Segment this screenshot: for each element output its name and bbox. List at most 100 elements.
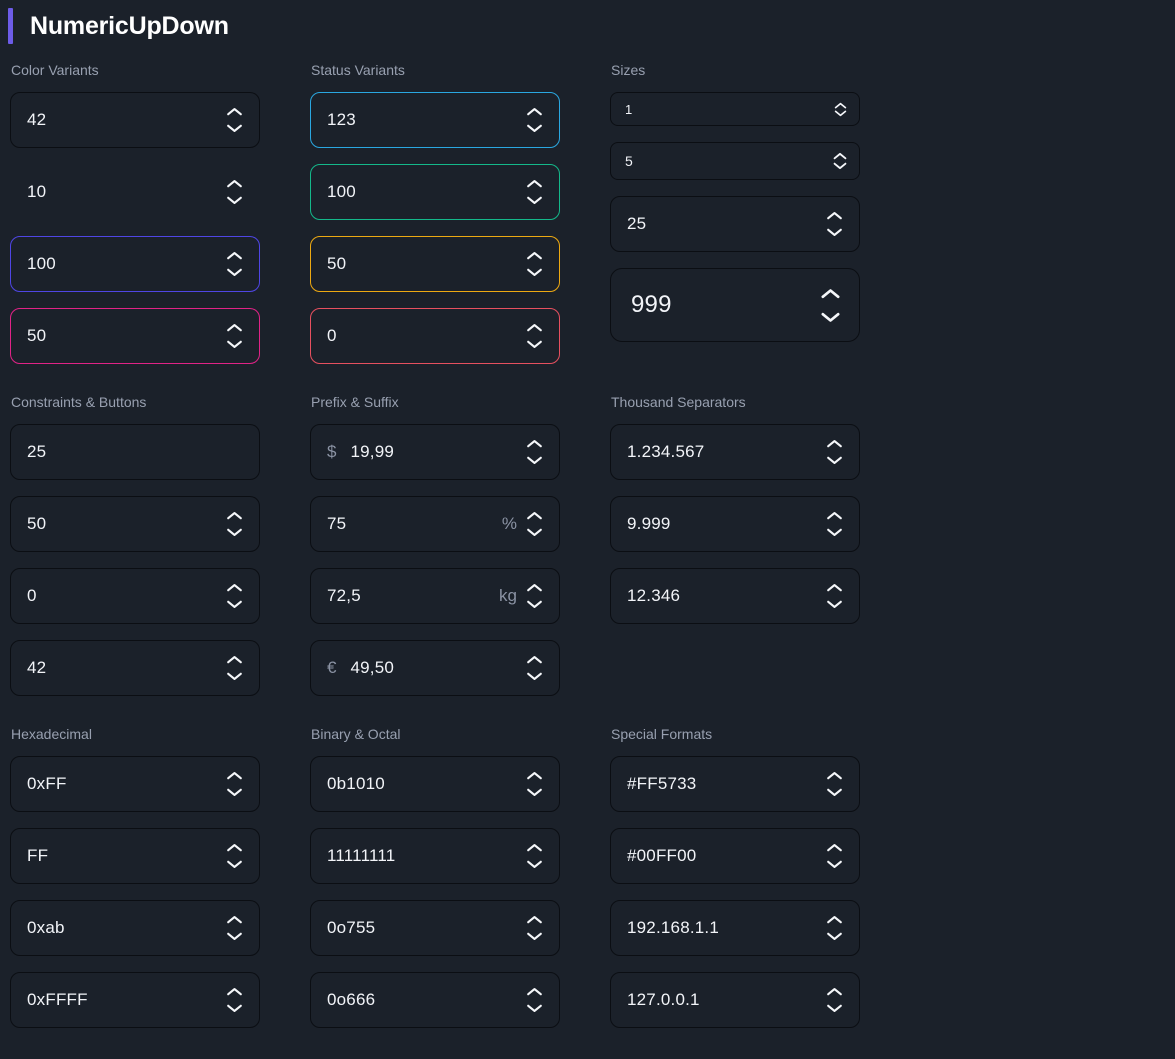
decrement-button[interactable] [526,196,543,205]
increment-button[interactable] [226,987,243,996]
numeric-value-input[interactable]: #00FF00 [627,846,697,865]
numeric-updown[interactable]: 0 [310,308,560,364]
numeric-updown[interactable]: 75% [310,496,560,552]
numeric-updown[interactable]: 25 [10,424,260,480]
numeric-value-input[interactable]: 42 [27,110,47,129]
numeric-value-input[interactable]: 11111111 [327,846,396,865]
numeric-value-input[interactable]: 123 [327,110,356,129]
numeric-value-input[interactable]: 127.0.0.1 [627,990,700,1009]
increment-button[interactable] [526,107,543,116]
increment-button[interactable] [526,439,543,448]
numeric-updown[interactable]: 1 [610,92,860,126]
numeric-updown[interactable]: 50 [310,236,560,292]
increment-button[interactable] [226,915,243,924]
numeric-updown[interactable]: 100 [310,164,560,220]
numeric-updown[interactable]: 0b1010 [310,756,560,812]
decrement-button[interactable] [834,110,847,117]
numeric-updown[interactable]: 72,5 kg [310,568,560,624]
numeric-updown[interactable]: 192.168.1.1 [610,900,860,956]
decrement-button[interactable] [526,268,543,277]
numeric-value-input[interactable]: 10 [27,182,47,201]
numeric-value-input[interactable]: 1 [625,101,633,117]
numeric-updown[interactable]: €49,50 [310,640,560,696]
increment-button[interactable] [526,179,543,188]
numeric-value-input[interactable]: 0xFFFF [27,990,88,1009]
numeric-value-input[interactable]: 999 [631,291,672,318]
decrement-button[interactable] [526,788,543,797]
increment-button[interactable] [226,251,243,260]
decrement-button[interactable] [226,932,243,941]
numeric-updown[interactable]: 42 [10,640,260,696]
increment-button[interactable] [526,987,543,996]
numeric-updown[interactable]: 0o666 [310,972,560,1028]
decrement-button[interactable] [526,340,543,349]
decrement-button[interactable] [826,456,843,465]
numeric-value-input[interactable]: FF [27,846,49,865]
increment-button[interactable] [826,843,843,852]
numeric-updown[interactable]: 123 [310,92,560,148]
decrement-button[interactable] [526,456,543,465]
numeric-value-input[interactable]: 0o755 [327,918,376,937]
increment-button[interactable] [526,915,543,924]
numeric-updown[interactable]: 999 [610,268,860,342]
numeric-value-input[interactable]: 0xab [27,918,65,937]
numeric-value-input[interactable]: 1.234.567 [627,442,705,461]
numeric-updown[interactable]: 5 [610,142,860,180]
numeric-value-input[interactable]: 19,99 [350,442,395,461]
decrement-button[interactable] [833,162,847,170]
increment-button[interactable] [826,439,843,448]
increment-button[interactable] [526,655,543,664]
decrement-button[interactable] [226,196,243,205]
numeric-value-input[interactable]: 0b1010 [327,774,385,793]
decrement-button[interactable] [526,860,543,869]
decrement-button[interactable] [226,268,243,277]
numeric-value-input[interactable]: 0o666 [327,990,376,1009]
increment-button[interactable] [526,583,543,592]
numeric-updown[interactable]: 127.0.0.1 [610,972,860,1028]
decrement-button[interactable] [526,600,543,609]
increment-button[interactable] [834,102,847,109]
increment-button[interactable] [226,843,243,852]
increment-button[interactable] [226,323,243,332]
numeric-value-input[interactable]: 12.346 [627,586,681,605]
numeric-updown[interactable]: 11111111 [310,828,560,884]
increment-button[interactable] [826,771,843,780]
numeric-value-input[interactable]: 100 [327,182,356,201]
decrement-button[interactable] [826,932,843,941]
numeric-updown[interactable]: 50 [10,308,260,364]
numeric-value-input[interactable]: 25 [27,442,47,461]
decrement-button[interactable] [226,600,243,609]
numeric-updown[interactable]: 0xab [10,900,260,956]
numeric-value-input[interactable]: 0 [327,326,337,345]
increment-button[interactable] [826,511,843,520]
numeric-value-input[interactable]: 25 [627,214,647,233]
numeric-updown[interactable]: 25 [610,196,860,252]
decrement-button[interactable] [226,672,243,681]
numeric-updown[interactable]: FF [10,828,260,884]
decrement-button[interactable] [226,124,243,133]
decrement-button[interactable] [826,860,843,869]
increment-button[interactable] [826,583,843,592]
numeric-value-input[interactable]: 192.168.1.1 [627,918,720,937]
increment-button[interactable] [826,211,843,220]
numeric-updown[interactable]: 12.346 [610,568,860,624]
increment-button[interactable] [826,987,843,996]
numeric-value-input[interactable]: 75 [327,514,347,533]
decrement-button[interactable] [820,312,841,323]
increment-button[interactable] [226,583,243,592]
decrement-button[interactable] [526,124,543,133]
increment-button[interactable] [826,915,843,924]
numeric-value-input[interactable]: 50 [27,326,47,345]
numeric-value-input[interactable]: 100 [27,254,56,273]
numeric-value-input[interactable]: 72,5 [327,586,361,605]
numeric-updown[interactable]: 100 [10,236,260,292]
decrement-button[interactable] [526,1004,543,1013]
numeric-value-input[interactable]: 0xFF [27,774,67,793]
numeric-updown[interactable]: #00FF00 [610,828,860,884]
increment-button[interactable] [226,511,243,520]
numeric-updown[interactable]: 0o755 [310,900,560,956]
numeric-value-input[interactable]: 42 [27,658,47,677]
numeric-value-input[interactable]: 0 [27,586,37,605]
decrement-button[interactable] [826,788,843,797]
increment-button[interactable] [226,107,243,116]
